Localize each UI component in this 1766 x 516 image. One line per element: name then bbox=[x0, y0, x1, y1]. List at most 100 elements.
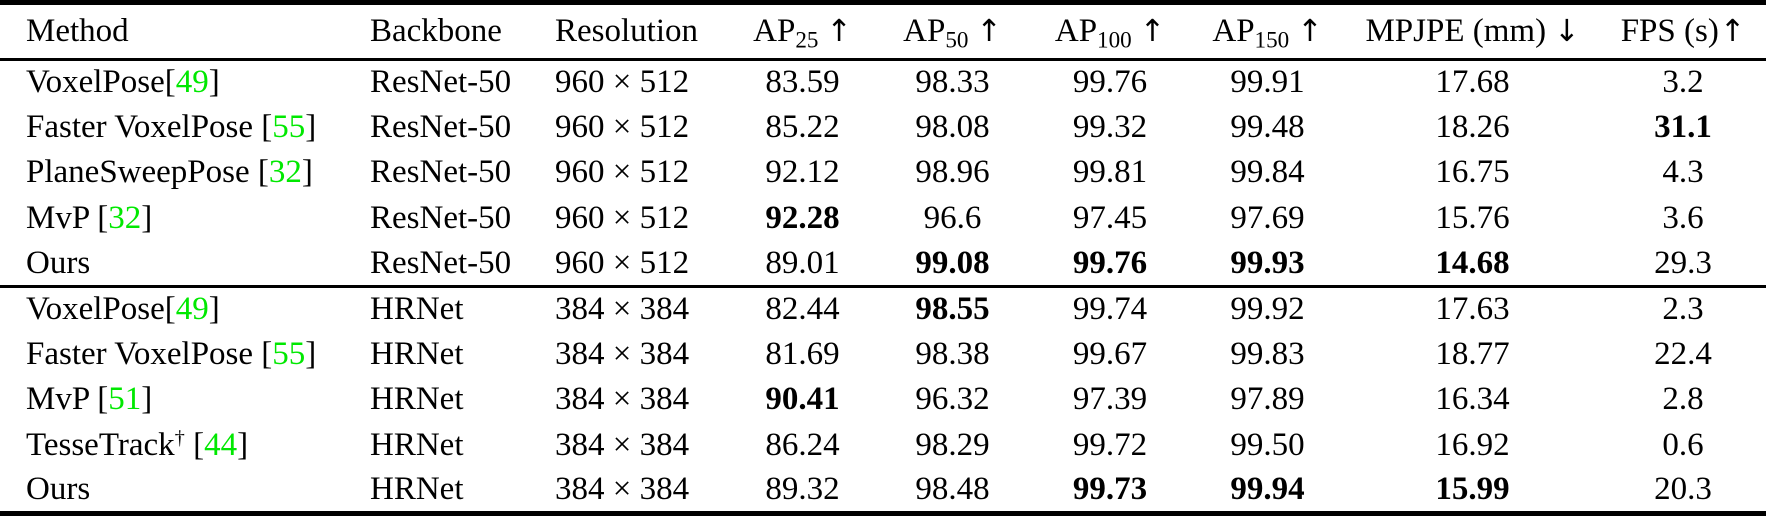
ap150-cell: 99.84 bbox=[1230, 154, 1305, 191]
citation-bracket-close: ] bbox=[237, 426, 249, 463]
ap50-cell: 98.96 bbox=[915, 154, 990, 191]
method-name: PlaneSweepPose bbox=[26, 154, 258, 191]
mpjpe-cell: 18.26 bbox=[1435, 109, 1510, 146]
mpjpe-cell: 17.63 bbox=[1345, 284, 1600, 332]
backbone-cell: ResNet-50 bbox=[370, 64, 512, 101]
citation-bracket-open: [ bbox=[261, 109, 273, 146]
col-header-ap50: AP50 ↑ bbox=[875, 2, 1030, 61]
ap25-cell: 81.69 bbox=[765, 336, 840, 373]
citation-bracket-open: [ bbox=[97, 381, 109, 418]
citation-bracket-close: ] bbox=[141, 381, 153, 418]
ap25-cell: 92.12 bbox=[765, 154, 840, 191]
up-arrow-icon: ↑ bbox=[1297, 14, 1323, 49]
fps-cell: 31.1 bbox=[1654, 109, 1712, 146]
backbone-cell: HRNet bbox=[370, 471, 464, 508]
fps-cell: 2.8 bbox=[1662, 381, 1704, 418]
ap50-cell: 98.33 bbox=[915, 64, 990, 101]
citation-bracket-close: ] bbox=[141, 199, 153, 236]
ap25-cell: 85.22 bbox=[765, 109, 840, 146]
mpjpe-cell: 16.75 bbox=[1435, 154, 1510, 191]
up-arrow-icon: ↑ bbox=[1719, 14, 1746, 49]
fps-cell: 20.3 bbox=[1654, 471, 1712, 508]
fps-cell: 2.3 bbox=[1600, 284, 1766, 332]
ap50-cell: 98.38 bbox=[915, 336, 990, 373]
ap50-cell: 98.55 bbox=[875, 284, 1030, 332]
method-name: VoxelPose bbox=[26, 64, 165, 101]
method-cell: Ours bbox=[0, 241, 355, 286]
ap100-cell: 99.76 bbox=[1072, 244, 1148, 281]
ap25-cell: 92.28 bbox=[765, 199, 840, 236]
metric-subscript: 50 bbox=[945, 26, 969, 53]
ap25-cell: 83.59 bbox=[765, 64, 840, 101]
ap150-cell: 99.93 bbox=[1230, 244, 1305, 281]
citation-bracket-close: ] bbox=[208, 291, 220, 328]
table-row: Ours HRNet 384 × 384 89.32 98.48 99.73 9… bbox=[0, 468, 1766, 513]
ap25-cell: 82.44 bbox=[730, 284, 875, 332]
citation-number: 55 bbox=[272, 109, 306, 146]
citation-number: 55 bbox=[272, 336, 306, 373]
mpjpe-cell: 16.34 bbox=[1435, 381, 1510, 418]
ap100-cell: 99.32 bbox=[1072, 109, 1148, 146]
metric-label: AP bbox=[1212, 13, 1255, 49]
citation-bracket-close: ] bbox=[208, 64, 220, 101]
citation-number: 49 bbox=[175, 291, 209, 328]
up-arrow-icon: ↑ bbox=[976, 14, 1002, 49]
method-name: Ours bbox=[26, 244, 91, 281]
resolution-cell: 384 × 384 bbox=[540, 284, 730, 332]
ap50-cell: 98.48 bbox=[915, 471, 990, 508]
fps-cell: 4.3 bbox=[1662, 154, 1704, 191]
fps-cell: 29.3 bbox=[1654, 244, 1712, 281]
method-cell: PlaneSweepPose [32] bbox=[0, 150, 355, 195]
ap100-cell: 99.76 bbox=[1072, 64, 1148, 101]
mpjpe-cell: 17.68 bbox=[1435, 64, 1510, 101]
col-header-resolution: Resolution bbox=[540, 2, 730, 61]
ap150-cell: 97.69 bbox=[1230, 199, 1305, 236]
resnet50-group: VoxelPose[49] ResNet-50 960 × 512 83.59 … bbox=[0, 60, 1766, 287]
ap50-cell: 98.29 bbox=[915, 426, 990, 463]
citation-number: 32 bbox=[108, 199, 142, 236]
metric-label: AP bbox=[753, 13, 796, 49]
ap150-cell: 99.92 bbox=[1190, 284, 1345, 332]
table-row: VoxelPose[49] HRNet 384 × 384 82.44 98.5… bbox=[0, 284, 1766, 332]
fps-cell: 3.2 bbox=[1662, 64, 1704, 101]
table-row: MvP [32] ResNet-50 960 × 512 92.28 96.6 … bbox=[0, 196, 1766, 241]
ap25-cell: 90.41 bbox=[765, 381, 840, 418]
metric-label: MPJPE (mm) bbox=[1365, 13, 1547, 49]
metric-subscript: 25 bbox=[795, 26, 819, 53]
ap100-cell: 97.45 bbox=[1072, 199, 1148, 236]
col-header-backbone: Backbone bbox=[355, 2, 540, 61]
citation-bracket-open: [ bbox=[261, 336, 273, 373]
resolution-cell: 384 × 384 bbox=[555, 336, 690, 373]
ap150-cell: 99.94 bbox=[1230, 471, 1305, 508]
mpjpe-cell: 18.77 bbox=[1435, 336, 1510, 373]
resolution-cell: 384 × 384 bbox=[555, 426, 690, 463]
ap50-cell: 96.32 bbox=[915, 381, 990, 418]
header-row: Method Backbone Resolution AP25 ↑ AP50 ↑ A… bbox=[0, 2, 1766, 61]
metric-subscript: 150 bbox=[1254, 26, 1290, 53]
ap100-cell: 99.72 bbox=[1072, 426, 1148, 463]
col-header-ap100: AP100 ↑ bbox=[1030, 2, 1190, 61]
table-row: PlaneSweepPose [32] ResNet-50 960 × 512 … bbox=[0, 150, 1766, 195]
method-cell: VoxelPose[49] bbox=[0, 60, 355, 105]
fps-cell: 0.6 bbox=[1662, 426, 1704, 463]
backbone-cell: ResNet-50 bbox=[370, 154, 512, 191]
citation-bracket-close: ] bbox=[305, 109, 317, 146]
resolution-cell: 960 × 512 bbox=[555, 154, 690, 191]
resolution-cell: 960 × 512 bbox=[555, 64, 690, 101]
citation-bracket-open: [ bbox=[164, 291, 176, 328]
resolution-cell: 960 × 512 bbox=[555, 199, 690, 236]
ap25-cell: 89.01 bbox=[765, 244, 840, 281]
backbone-cell: HRNet bbox=[355, 284, 540, 332]
table-row: Faster VoxelPose [55] ResNet-50 960 × 51… bbox=[0, 105, 1766, 150]
fps-cell: 3.6 bbox=[1662, 199, 1704, 236]
citation-number: 44 bbox=[204, 426, 238, 463]
citation-bracket-close: ] bbox=[305, 336, 317, 373]
ap150-cell: 99.91 bbox=[1230, 64, 1305, 101]
up-arrow-icon: ↑ bbox=[826, 14, 852, 49]
mpjpe-cell: 15.99 bbox=[1435, 471, 1510, 508]
ap150-cell: 99.50 bbox=[1230, 426, 1305, 463]
resolution-cell: 960 × 512 bbox=[555, 244, 690, 281]
citation-bracket-open: [ bbox=[97, 199, 109, 236]
col-header-ap150: AP150 ↑ bbox=[1190, 2, 1345, 61]
